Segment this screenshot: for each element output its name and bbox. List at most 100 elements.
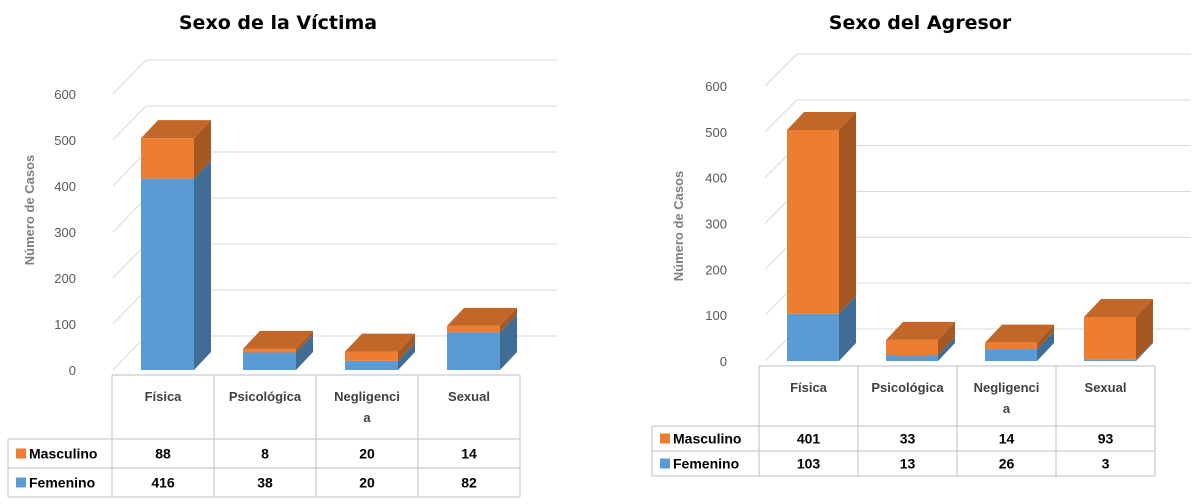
data-table-value: 26: [999, 456, 1015, 472]
bar-femenino-front: [1084, 359, 1136, 361]
bar-femenino-side: [839, 295, 856, 361]
y-tick-label: 400: [54, 179, 76, 194]
category-label: Psicológica: [229, 389, 302, 404]
bar-femenino: [141, 160, 211, 370]
bar-masculino: [243, 330, 313, 353]
y-tick-label: 300: [705, 217, 727, 232]
category-label: Sexual: [448, 389, 490, 404]
data-table-value: 33: [900, 431, 916, 447]
data-table-value: 13: [900, 456, 916, 472]
y-tick-label: 400: [705, 171, 727, 186]
bar-femenino: [886, 337, 955, 361]
bar-masculino-top: [447, 307, 517, 326]
gridline: [764, 53, 1191, 87]
bar-femenino-side: [296, 334, 313, 370]
bar-masculino-top: [985, 324, 1054, 343]
bar-femenino-front: [141, 178, 194, 370]
y-tick-label: 500: [705, 125, 727, 140]
data-table-value: 88: [155, 446, 171, 462]
bar-femenino: [345, 342, 415, 370]
chart-plot: 0 100 200 300 400 500 600 Número de Casos Física…: [651, 53, 1191, 477]
bar-femenino: [447, 314, 517, 370]
bar-femenino-front: [345, 360, 398, 370]
y-tick-label: 600: [54, 87, 76, 102]
bar-masculino: [447, 307, 517, 333]
y-axis-label: Número de Casos: [22, 155, 37, 266]
bar-masculino-top: [243, 330, 313, 349]
data-table-value: 8: [261, 446, 269, 462]
category-label-line: Física: [790, 380, 828, 395]
category-label-line: Negligenci: [334, 389, 400, 404]
bar-masculino-side: [500, 307, 517, 333]
bar-masculino-top: [345, 333, 415, 352]
chart-title: Sexo del Agresor: [828, 12, 1012, 34]
category-label-line: Negligenci: [974, 380, 1040, 395]
gridline: [764, 99, 1191, 133]
legend-label-femenino: Femenino: [29, 475, 95, 491]
category-label: Sexual: [1085, 380, 1127, 395]
category-label-line: Psicológica: [871, 380, 944, 395]
bar-masculino-front: [447, 325, 500, 333]
legend-swatch-femenino: [16, 477, 26, 488]
bar-femenino: [1084, 341, 1153, 361]
chart-plot: 0 100 200 300 400 500 600 Número de Casos Física…: [7, 59, 557, 498]
bar-masculino-side: [296, 330, 313, 353]
category-label-line: Sexual: [448, 389, 490, 404]
y-tick-label: 100: [54, 317, 76, 332]
legend-swatch-masculino: [660, 433, 670, 444]
bar-femenino: [243, 334, 313, 370]
legend-label-femenino: Femenino: [673, 456, 739, 472]
bar-femenino-side: [1037, 331, 1054, 361]
y-tick-label: 0: [720, 354, 727, 369]
category-label: Física: [790, 380, 828, 395]
data-table-value: 93: [1098, 431, 1114, 447]
bar-masculino-side: [398, 333, 415, 361]
legend-label-masculino: Masculino: [29, 446, 97, 462]
bar-femenino: [985, 331, 1054, 361]
bar-masculino: [1084, 299, 1153, 360]
data-table-value: 38: [257, 475, 273, 491]
bar-masculino: [141, 120, 211, 179]
legend-label-masculino: Masculino: [673, 431, 741, 447]
legend-swatch-masculino: [16, 448, 26, 459]
bar-masculino-front: [985, 342, 1037, 350]
bar-femenino-front: [985, 349, 1037, 361]
data-table-value: 401: [797, 431, 821, 447]
gridline: [112, 59, 557, 95]
category-label-line: a: [363, 410, 371, 425]
bar-masculino: [886, 321, 955, 356]
bar-masculino-side: [839, 112, 856, 314]
y-tick-label: 600: [705, 79, 727, 94]
bar-femenino-side: [1136, 341, 1153, 361]
category-label: Psicológica: [871, 380, 944, 395]
category-label-line: Física: [145, 389, 183, 404]
bar-masculino-side: [194, 120, 211, 179]
y-axis-label: Número de Casos: [671, 171, 686, 282]
y-tick-label: 200: [54, 271, 76, 286]
data-table-value: 103: [797, 456, 821, 472]
y-tick-label: 300: [54, 225, 76, 240]
bar-masculino-side: [1037, 324, 1054, 350]
bar-femenino: [787, 295, 856, 361]
bar-femenino-side: [500, 314, 517, 370]
y-tick-label: 500: [54, 133, 76, 148]
bar-femenino-front: [787, 313, 839, 361]
y-tick-label: 200: [705, 262, 727, 277]
category-label-line: Sexual: [1085, 380, 1127, 395]
bar-masculino-front: [886, 339, 938, 356]
category-label: Física: [145, 389, 183, 404]
chart-title: Sexo de la Víctima: [178, 12, 378, 34]
legend-swatch-femenino: [660, 458, 670, 469]
data-table-value: 20: [359, 446, 375, 462]
gridline: [112, 105, 557, 141]
bar-masculino-top: [886, 321, 955, 340]
bar-femenino-side: [194, 160, 211, 370]
bar-masculino: [345, 333, 415, 361]
bar-femenino-front: [886, 355, 938, 361]
bar-masculino-side: [1136, 299, 1153, 360]
data-table-value: 14: [461, 446, 477, 462]
category-label: Negligenci a: [334, 389, 400, 425]
bar-masculino-top: [1084, 299, 1153, 317]
data-table-value: 3: [1102, 456, 1110, 472]
y-tick-label: 0: [69, 363, 76, 378]
